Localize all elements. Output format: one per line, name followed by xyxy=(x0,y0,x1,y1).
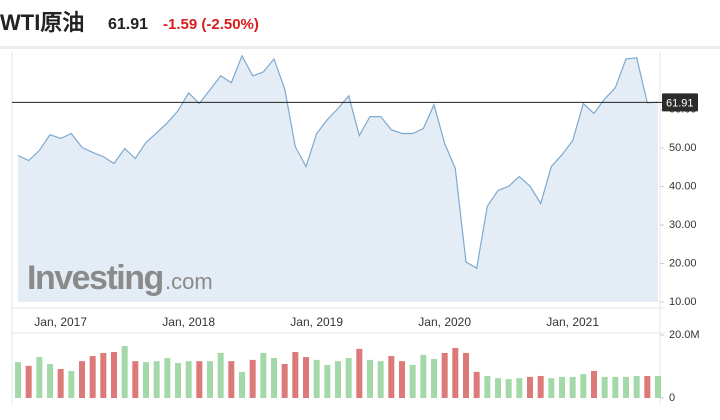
x-tick-label: Jan, 2021 xyxy=(546,315,599,329)
header-price: 61.91 xyxy=(108,16,148,33)
volume-bar xyxy=(25,365,32,398)
volume-bar xyxy=(399,361,405,398)
volume-bar xyxy=(548,378,555,398)
volume-bar xyxy=(228,361,235,398)
volume-bar xyxy=(367,359,373,398)
last-price-label: 61.91 xyxy=(666,97,694,109)
volume-bar xyxy=(473,371,480,398)
volume-bar xyxy=(601,376,608,398)
volume-bar xyxy=(324,364,331,398)
volume-bar xyxy=(207,361,213,398)
volume-bar xyxy=(239,371,245,398)
volume-bar xyxy=(559,376,565,398)
x-tick-label: Jan, 2018 xyxy=(162,315,215,329)
volume-bar xyxy=(196,361,203,398)
volume-bar xyxy=(612,376,619,398)
volume-bar xyxy=(164,357,171,398)
y2-tick-label: 20.0M xyxy=(669,329,700,341)
volume-bar xyxy=(57,369,64,398)
volume-bar xyxy=(452,347,459,398)
volume-bar xyxy=(249,359,256,398)
volume-bar xyxy=(313,359,320,398)
volume-bar xyxy=(132,361,139,398)
watermark: Investing xyxy=(27,259,163,297)
price-area xyxy=(18,55,658,302)
volume-bar xyxy=(463,352,469,398)
volume-bar xyxy=(431,358,437,398)
volume-bar xyxy=(356,348,363,398)
volume-bar xyxy=(36,357,43,398)
volume-bar xyxy=(580,374,587,398)
volume-bar xyxy=(441,352,448,398)
volume-bar xyxy=(89,356,96,398)
volume-bar xyxy=(569,376,576,398)
volume-bar xyxy=(15,362,21,398)
y-tick-label: 40.00 xyxy=(669,181,697,193)
volume-bar xyxy=(79,361,85,398)
volume-bar xyxy=(345,357,352,398)
volume-bar xyxy=(175,363,181,398)
y-tick-label: 50.00 xyxy=(669,142,697,154)
volume-bar xyxy=(260,352,267,398)
price-line xyxy=(17,54,659,270)
volume-bar xyxy=(281,363,288,398)
volume-bar xyxy=(505,379,512,398)
volume-bar xyxy=(185,361,192,398)
x-tick-label: Jan, 2017 xyxy=(34,315,87,329)
y2-tick-label: 0 xyxy=(669,392,675,404)
volume-bar xyxy=(68,370,75,398)
volume-bar xyxy=(655,375,661,398)
y-tick-label: 30.00 xyxy=(669,219,697,231)
x-tick-label: Jan, 2020 xyxy=(418,315,471,329)
volume-bar xyxy=(217,352,224,398)
y-tick-label: 10.00 xyxy=(669,296,697,308)
volume-bar xyxy=(303,357,309,398)
watermark: .com xyxy=(165,269,213,294)
volume-bar xyxy=(623,376,629,398)
y-tick-label: 20.00 xyxy=(669,257,697,269)
volume-bar xyxy=(292,352,299,398)
volume-bar xyxy=(516,378,523,398)
header-shadow xyxy=(0,46,720,49)
volume-bar xyxy=(420,354,427,398)
header-change: -1.59 (-2.50%) xyxy=(163,16,259,33)
volume-bar xyxy=(633,375,640,398)
volume-bar xyxy=(527,376,533,398)
volume-bar xyxy=(377,361,384,398)
volume-bar xyxy=(143,362,149,398)
volume-bar xyxy=(537,375,544,398)
volume-bar xyxy=(271,357,277,398)
x-tick-label: Jan, 2019 xyxy=(290,315,343,329)
volume-bar xyxy=(153,361,160,398)
volume-bar xyxy=(100,352,107,398)
volume-bar xyxy=(495,378,501,398)
volume-bar xyxy=(591,370,597,398)
volume-bar xyxy=(409,364,416,398)
volume-bar xyxy=(111,352,117,398)
volume-bar xyxy=(644,375,651,398)
volume-bar xyxy=(335,361,341,398)
volume-bar xyxy=(121,346,128,398)
volume-bar xyxy=(47,363,53,398)
volume-bar xyxy=(484,375,491,398)
header-bg xyxy=(0,0,720,46)
header-title: WTI原油 xyxy=(0,10,84,35)
volume-bar xyxy=(388,356,395,398)
last-price-box xyxy=(662,93,698,112)
